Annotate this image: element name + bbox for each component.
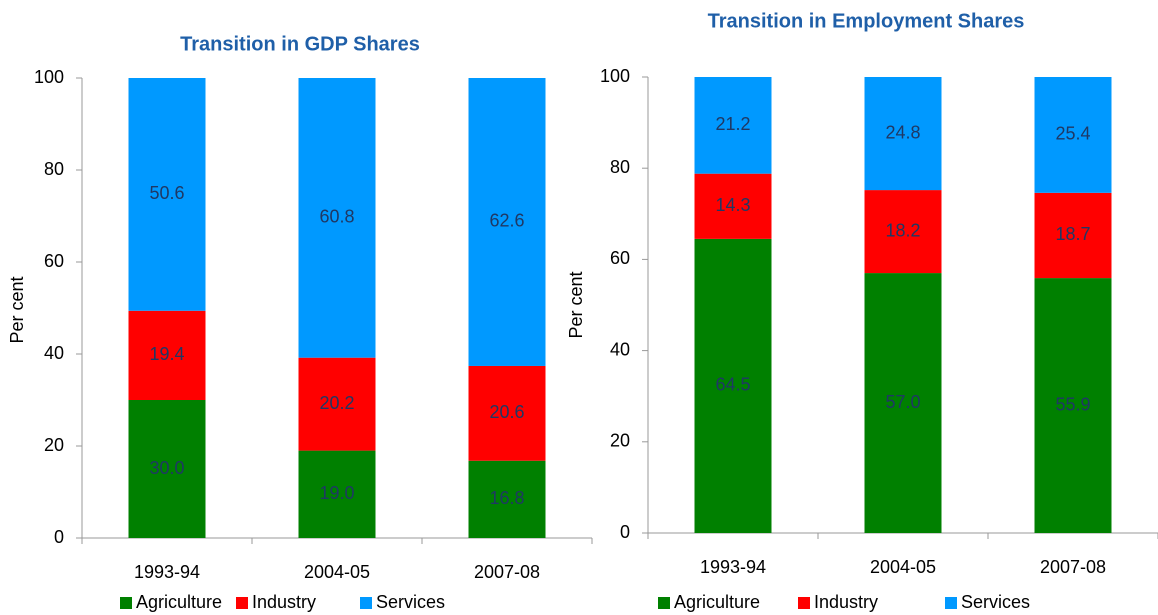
bar-segment xyxy=(298,450,376,538)
data-label: 20.2 xyxy=(319,393,354,413)
data-label: 60.8 xyxy=(319,207,354,227)
y-tick-label: 40 xyxy=(610,339,630,359)
data-label: 50.6 xyxy=(149,183,184,203)
data-label: 19.0 xyxy=(319,483,354,503)
bar-segment xyxy=(1034,278,1112,533)
chart-title: Transition in GDP Shares xyxy=(180,33,420,55)
x-tick-label: 2004-05 xyxy=(304,562,370,582)
x-tick-label: 1993-94 xyxy=(700,557,766,577)
bar-segment xyxy=(864,273,942,533)
bar-segment xyxy=(298,78,376,358)
data-label: 18.7 xyxy=(1055,224,1090,244)
bar-segment xyxy=(468,78,546,366)
data-label: 19.4 xyxy=(149,344,184,364)
y-tick-label: 20 xyxy=(44,435,64,455)
legend-swatch xyxy=(120,597,132,609)
bar-segment xyxy=(468,365,546,461)
x-tick-label: 2004-05 xyxy=(870,557,936,577)
data-label: 24.8 xyxy=(885,122,920,142)
x-tick-label: 1993-94 xyxy=(134,562,200,582)
y-tick-label: 20 xyxy=(610,431,630,451)
legend-swatch xyxy=(945,597,957,609)
data-label: 21.2 xyxy=(715,114,750,134)
legend-swatch xyxy=(236,597,248,609)
data-label: 64.5 xyxy=(715,375,750,395)
bar-segment xyxy=(864,77,942,191)
data-label: 25.4 xyxy=(1055,124,1090,144)
bar-segment xyxy=(1034,77,1112,193)
y-axis-label: Per cent xyxy=(566,271,586,338)
bar-segment xyxy=(128,78,206,311)
legend-label: Services xyxy=(376,592,445,612)
y-tick-label: 0 xyxy=(620,522,630,542)
y-tick-label: 60 xyxy=(610,248,630,268)
bar-segment xyxy=(298,357,376,451)
data-label: 57.0 xyxy=(885,392,920,412)
legend-label: Agriculture xyxy=(136,592,222,612)
y-tick-label: 100 xyxy=(34,67,64,87)
y-tick-label: 80 xyxy=(44,159,64,179)
legend-swatch xyxy=(798,597,810,609)
legend-swatch xyxy=(360,597,372,609)
bar-segment xyxy=(128,400,206,538)
bar-segment xyxy=(694,173,772,239)
data-label: 16.8 xyxy=(489,488,524,508)
x-tick-label: 2007-08 xyxy=(474,562,540,582)
x-tick-label: 2007-08 xyxy=(1040,557,1106,577)
y-tick-label: 80 xyxy=(610,157,630,177)
bar-segment xyxy=(1034,192,1112,279)
data-label: 14.3 xyxy=(715,195,750,215)
data-label: 62.6 xyxy=(489,211,524,231)
bar-segment xyxy=(128,310,206,400)
bar-segment xyxy=(694,77,772,174)
y-tick-label: 40 xyxy=(44,343,64,363)
legend-label: Industry xyxy=(252,592,316,612)
legend-swatch xyxy=(658,597,670,609)
y-tick-label: 100 xyxy=(600,66,630,86)
bar-segment xyxy=(468,460,546,538)
data-label: 55.9 xyxy=(1055,394,1090,414)
data-label: 18.2 xyxy=(885,220,920,240)
legend-label: Industry xyxy=(814,592,878,612)
y-tick-label: 60 xyxy=(44,251,64,271)
legend-label: Agriculture xyxy=(674,592,760,612)
data-label: 30.0 xyxy=(149,458,184,478)
y-axis-label: Per cent xyxy=(7,276,27,343)
legend-label: Services xyxy=(961,592,1030,612)
chart-title: Transition in Employment Shares xyxy=(708,10,1025,32)
bar-segment xyxy=(864,190,942,274)
y-tick-label: 0 xyxy=(54,527,64,547)
data-label: 20.6 xyxy=(489,402,524,422)
bar-segment xyxy=(694,238,772,533)
